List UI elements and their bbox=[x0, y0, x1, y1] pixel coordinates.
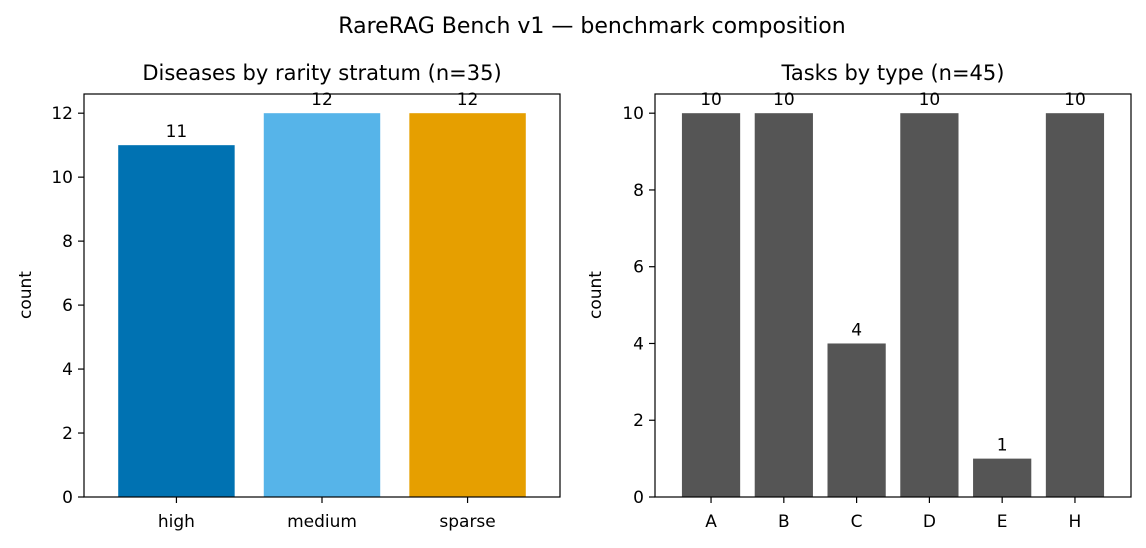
figure-title: RareRAG Bench v1 — benchmark composition bbox=[338, 14, 845, 39]
x-tick-label-E: E bbox=[997, 512, 1008, 532]
y-tick-label: 2 bbox=[633, 411, 644, 431]
y-tick-label: 8 bbox=[62, 232, 73, 252]
data-label-high: 11 bbox=[166, 122, 188, 142]
bar-sparse bbox=[409, 113, 526, 497]
x-tick-label-C: C bbox=[851, 512, 863, 532]
y-tick-label: 4 bbox=[62, 360, 73, 380]
data-label-B: 10 bbox=[773, 90, 795, 110]
y-tick-label: 2 bbox=[62, 424, 73, 444]
data-label-medium: 12 bbox=[311, 90, 333, 110]
chart-tasks-by-type: Tasks by type (n=45) count 10 10 4 10 1 10 0 2… bbox=[586, 61, 1132, 532]
data-label-A: 10 bbox=[700, 90, 722, 110]
bar-medium bbox=[263, 113, 381, 497]
x-tick-label-B: B bbox=[778, 512, 790, 532]
x-tick-label-A: A bbox=[705, 512, 717, 532]
data-label-D: 10 bbox=[919, 90, 941, 110]
x-tick-label-sparse: sparse bbox=[439, 512, 495, 532]
y-tick-label: 6 bbox=[633, 258, 644, 278]
bar-C bbox=[827, 343, 886, 497]
y-tick-label: 6 bbox=[62, 296, 73, 316]
bar-E bbox=[973, 458, 1032, 497]
y-tick-label: 10 bbox=[622, 104, 644, 124]
y-tick-label: 4 bbox=[633, 334, 644, 354]
data-label-C: 4 bbox=[851, 320, 862, 340]
bar-high bbox=[118, 145, 235, 498]
chart-diseases-by-rarity: Diseases by rarity stratum (n=35) count … bbox=[16, 61, 561, 532]
plot-frame bbox=[654, 93, 1132, 498]
x-tick-label-H: H bbox=[1069, 512, 1082, 532]
x-tick-label-medium: medium bbox=[287, 512, 357, 532]
bar-A bbox=[681, 113, 741, 497]
data-label-H: 10 bbox=[1064, 90, 1086, 110]
x-tick-label-high: high bbox=[158, 512, 195, 532]
data-label-E: 1 bbox=[997, 436, 1008, 456]
y-tick-label: 0 bbox=[62, 488, 73, 508]
y-tick-label: 10 bbox=[51, 168, 73, 188]
y-tick-label: 8 bbox=[633, 181, 644, 201]
plot-frame bbox=[83, 93, 561, 498]
chart-title: Tasks by type (n=45) bbox=[781, 61, 1005, 85]
bar-H bbox=[1045, 113, 1105, 497]
chart-title: Diseases by rarity stratum (n=35) bbox=[142, 61, 501, 85]
y-tick-label: 12 bbox=[51, 104, 73, 124]
bar-D bbox=[900, 113, 959, 497]
y-axis-label: count bbox=[586, 271, 606, 319]
bar-B bbox=[754, 113, 813, 497]
x-tick-label-D: D bbox=[923, 512, 936, 532]
y-tick-label: 0 bbox=[633, 488, 644, 508]
y-axis-label: count bbox=[16, 271, 36, 319]
data-label-sparse: 12 bbox=[457, 90, 479, 110]
